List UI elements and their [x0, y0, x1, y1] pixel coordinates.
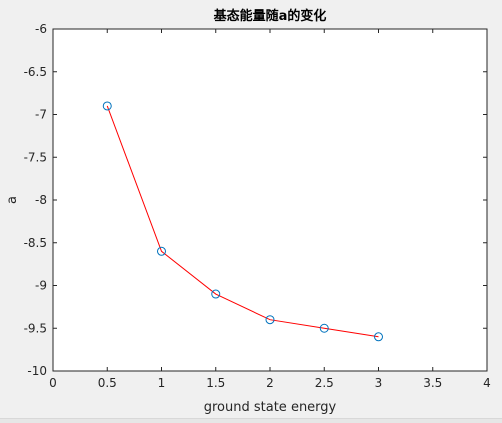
data-point-marker — [319, 323, 329, 333]
x-tick-label: 2 — [266, 376, 274, 390]
y-tick-label: -9.5 — [24, 321, 47, 335]
plot-area — [53, 29, 487, 371]
x-tick-label: 0 — [49, 376, 57, 390]
y-tick-label: -6.5 — [24, 65, 47, 79]
x-tick-label: 1.5 — [206, 376, 225, 390]
x-tick-label: 2.5 — [315, 376, 334, 390]
y-tick-label: -6 — [35, 22, 47, 36]
data-point-marker — [374, 332, 383, 342]
x-tick-label: 1 — [158, 376, 166, 390]
y-axis-label: a — [5, 196, 20, 204]
x-axis-label: ground state energy — [204, 400, 337, 415]
plot-border — [52, 28, 488, 372]
chart-title: 基态能量随a的变化 — [213, 8, 327, 24]
data-point-marker — [211, 289, 221, 299]
data-point-marker — [265, 315, 275, 325]
y-tick-label: -8 — [35, 193, 47, 207]
data-point-marker — [102, 101, 112, 111]
y-tick-label: -8.5 — [24, 236, 47, 250]
y-tick-label: -10 — [27, 364, 47, 378]
tick-layer: 0 0.5 1 1.5 2 2.5 3 3.5 4 -6 -6.5 -7 -7.5 -8 -8.5 -9 -9.… — [24, 22, 491, 390]
y-tick-label: -7.5 — [24, 150, 47, 164]
y-tick-label: -9 — [35, 279, 47, 293]
x-tick-label: 3.5 — [423, 376, 442, 390]
y-tick-label: -7 — [35, 108, 47, 122]
data-point-marker — [157, 246, 166, 256]
x-tick-label: 4 — [483, 376, 491, 390]
status-bar — [0, 418, 502, 423]
series-layer — [102, 101, 383, 342]
series-line — [106, 105, 379, 338]
x-tick-label: 3 — [375, 376, 383, 390]
x-tick-label: 0.5 — [98, 376, 117, 390]
